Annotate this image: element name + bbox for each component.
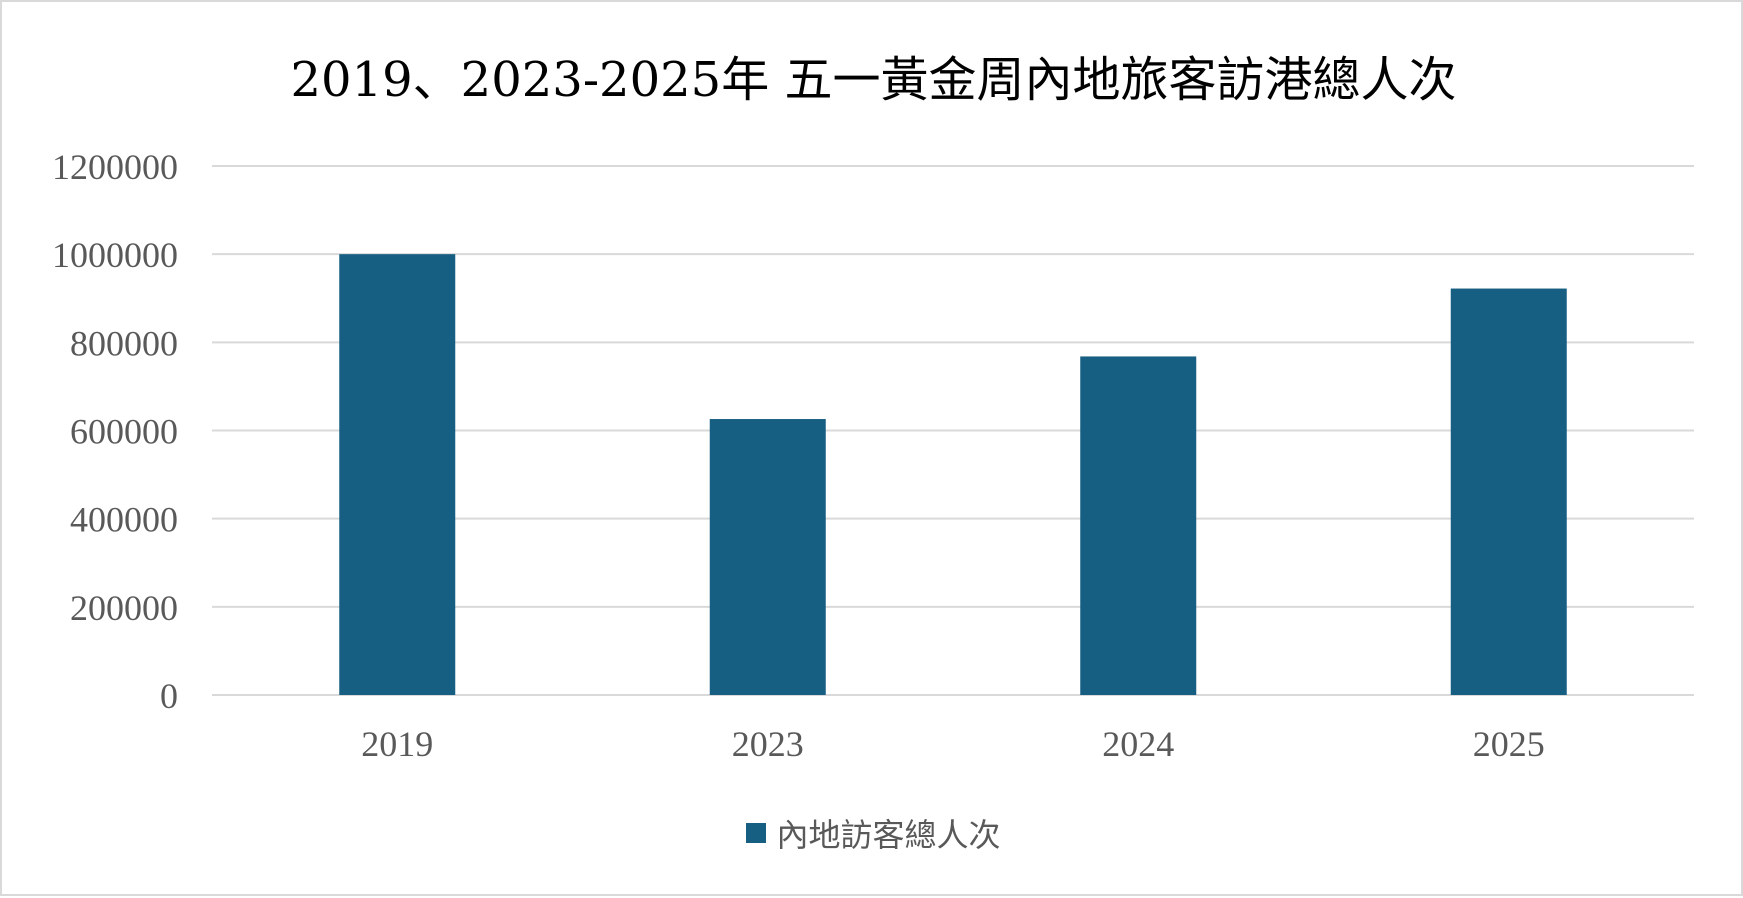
y-tick-label: 200000: [70, 588, 178, 628]
bar-2019: [339, 254, 456, 695]
bar-2025: [1450, 288, 1567, 695]
gridlines: [212, 165, 1694, 696]
bar-2024: [1080, 356, 1197, 695]
x-tick-label: 2023: [732, 724, 804, 764]
y-tick-label: 600000: [70, 412, 178, 452]
y-tick-label: 1000000: [52, 235, 178, 275]
legend-swatch: [746, 823, 767, 843]
y-tick-label: 400000: [70, 500, 178, 540]
x-tick-label: 2025: [1473, 724, 1545, 764]
y-tick-label: 1200000: [52, 147, 178, 187]
legend: 內地訪客總人次: [2, 810, 1743, 856]
y-tick-label: 800000: [70, 323, 178, 363]
bar-2023: [709, 419, 826, 695]
x-tick-label: 2019: [361, 724, 433, 764]
y-axis-ticks: 0 200000 400000 600000 800000 1000000 1200000: [52, 147, 178, 716]
x-tick-label: 2024: [1102, 724, 1174, 764]
chart-title: 2019、2023-2025年 五一黃金周內地旅客訪港總人次: [290, 52, 1457, 108]
x-axis-ticks: 2019 2023 2024 2025: [361, 724, 1545, 764]
bars: [339, 254, 1567, 695]
legend-label: 內地訪客總人次: [776, 816, 1001, 854]
y-tick-label: 0: [160, 676, 178, 716]
